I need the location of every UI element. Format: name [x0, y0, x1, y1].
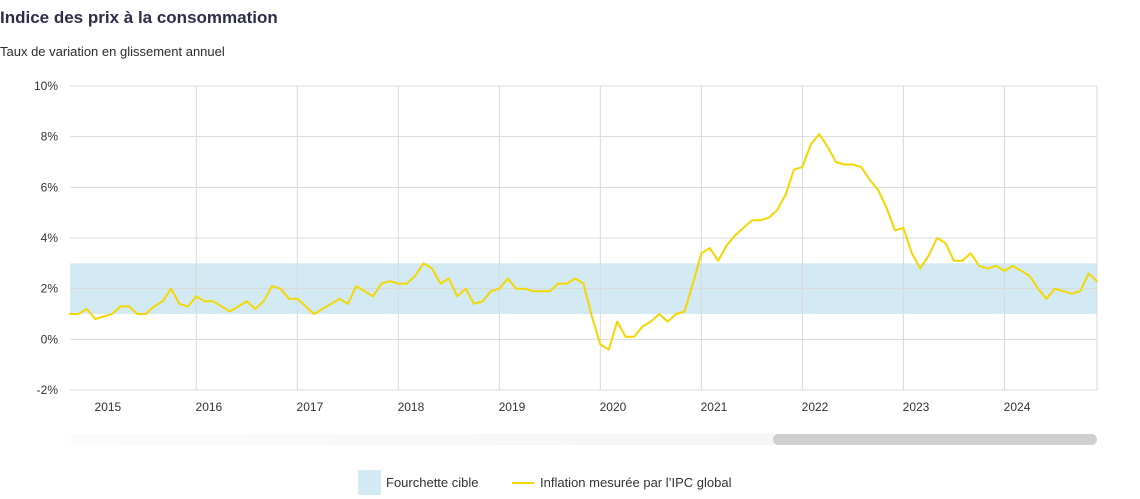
y-tick-label: 2% [41, 282, 59, 296]
y-tick-label: 8% [41, 130, 59, 144]
y-tick-label: -2% [37, 383, 59, 397]
chart-subtitle: Taux de variation en glissement annuel [0, 44, 225, 59]
cpi-line-swatch [512, 482, 534, 484]
chart-title: Indice des prix à la consommation [0, 8, 278, 27]
series-line-cpi-inflation [69, 133, 1098, 351]
y-tick-label: 4% [41, 231, 59, 245]
cpi-chart: -2% 0% 2% 4% 6% 8% 10% 2015 2016 2017 2018 2019 2020… [34, 79, 1098, 414]
chart-scrollbar-thumb[interactable] [773, 434, 1097, 445]
x-tick-label: 2022 [802, 400, 829, 414]
x-tick-label: 2023 [903, 400, 930, 414]
chart-legend: Fourchette cible Inflation mesurée par l… [0, 470, 1140, 496]
y-tick-label: 10% [34, 79, 58, 93]
chart-scrollbar-track[interactable] [70, 434, 1097, 445]
x-tick-label: 2021 [701, 400, 728, 414]
y-tick-label: 0% [41, 332, 59, 346]
x-tick-label: 2016 [196, 400, 223, 414]
x-tick-label: 2015 [95, 400, 122, 414]
x-tick-label: 2017 [297, 400, 324, 414]
target-band-swatch [358, 470, 381, 495]
legend-label-target-band: Fourchette cible [386, 475, 479, 490]
x-tick-label: 2019 [499, 400, 526, 414]
x-tick-label: 2018 [398, 400, 425, 414]
x-tick-label: 2024 [1004, 400, 1031, 414]
legend-label-cpi-inflation: Inflation mesurée par l’IPC global [540, 475, 732, 490]
y-tick-label: 6% [41, 180, 59, 194]
x-tick-label: 2020 [600, 400, 627, 414]
